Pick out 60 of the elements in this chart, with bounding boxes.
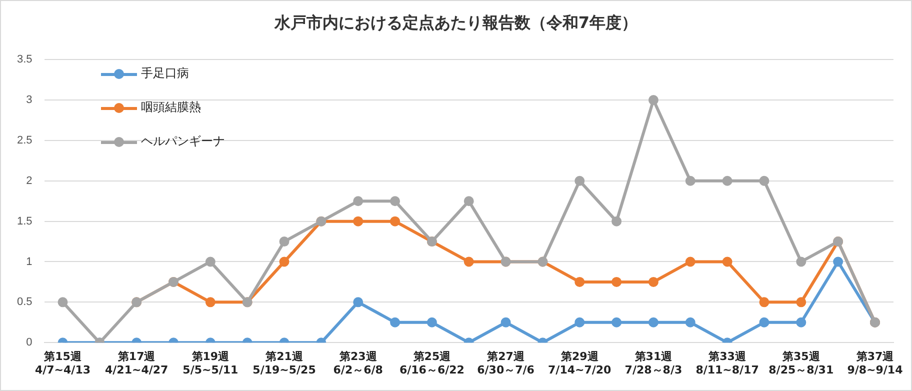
y-tick-label: 2.5 — [16, 134, 32, 146]
point — [685, 176, 696, 186]
point — [574, 317, 585, 328]
point — [464, 196, 474, 206]
point — [353, 297, 364, 308]
point — [796, 256, 806, 267]
point — [759, 317, 770, 328]
point — [205, 256, 216, 267]
x-tick-label: 第23週 6/2～6/8 — [333, 350, 383, 376]
legend-label: 手足口病 — [141, 65, 189, 82]
point — [796, 297, 806, 308]
x-tick-label: 第31週 7/28～8/3 — [624, 350, 682, 376]
chart-title: 水戸市内における定点あたり報告数（令和7年度） — [273, 13, 639, 34]
point — [612, 276, 622, 287]
point — [612, 216, 622, 226]
point — [353, 216, 364, 226]
x-tick-label: 第35週 8/25～8/31 — [768, 350, 834, 376]
y-tick-label: 2 — [26, 174, 32, 187]
point — [464, 256, 474, 267]
point — [574, 276, 585, 287]
point — [722, 256, 732, 267]
point — [759, 297, 770, 308]
point — [426, 317, 437, 328]
x-tick-label: 第29週 7/14~7/20 — [548, 350, 612, 376]
point — [759, 176, 770, 186]
point — [796, 317, 806, 328]
y-tick-label: 3 — [26, 94, 32, 106]
point — [500, 317, 511, 328]
point — [648, 317, 658, 328]
point — [574, 176, 585, 186]
point — [833, 256, 844, 267]
x-tick-label: 第17週 4/21~4/27 — [104, 350, 168, 376]
point — [279, 236, 290, 247]
point — [390, 317, 400, 328]
point — [58, 297, 68, 308]
point — [279, 256, 290, 267]
y-tick-label: 0 — [26, 336, 32, 349]
y-tick-label: 1 — [26, 256, 32, 268]
x-tick-label: 第21週 5/19~5/25 — [252, 350, 316, 376]
point — [612, 317, 622, 328]
point — [205, 297, 216, 308]
y-tick-label: 0.5 — [16, 296, 32, 308]
y-tick-label: 1.5 — [16, 215, 32, 228]
x-tick-label: 第33週 8/11~8/17 — [696, 350, 759, 376]
legend-label: ヘルパンギーナ — [141, 133, 225, 150]
point — [685, 256, 696, 267]
point — [648, 95, 658, 106]
point — [722, 176, 732, 186]
x-tick-label: 第19週 5/5~5/11 — [182, 350, 238, 376]
point — [648, 276, 658, 287]
y-tick-label: 3.5 — [16, 54, 32, 66]
legend-label: 咽頭結膜熱 — [141, 99, 201, 116]
point — [390, 196, 400, 206]
x-tick-label: 第15週 4/7~4/13 — [34, 350, 91, 376]
x-tick-label: 第25週 6/16～6/22 — [399, 350, 464, 376]
x-tick-label: 第27週 6/30～7/6 — [477, 350, 535, 376]
point — [390, 216, 400, 226]
point — [685, 317, 696, 328]
point — [353, 196, 364, 206]
x-tick-label: 第37週 9/8~9/14 — [847, 350, 904, 376]
